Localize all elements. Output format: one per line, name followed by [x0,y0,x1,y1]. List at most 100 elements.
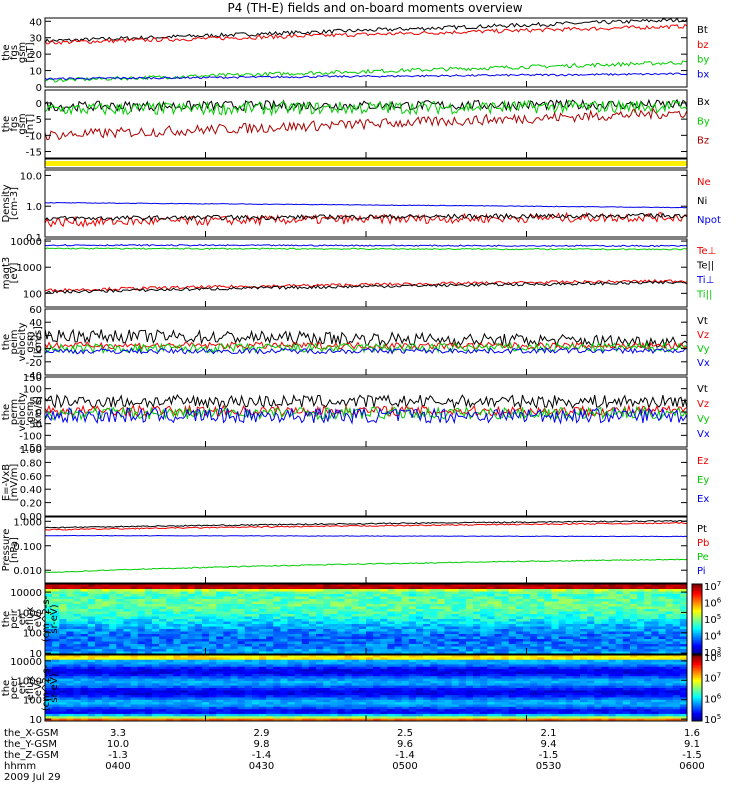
heatmap-cell [59,676,67,680]
heatmap-cell [444,589,453,592]
heatmap-cell [444,678,453,682]
heatmap-cell [601,621,610,625]
heatmap-cell [587,704,595,708]
heatmap-cell [152,621,160,625]
heatmap-cell [109,584,117,587]
heatmap-cell [337,604,346,607]
heatmap-cell [244,591,253,595]
heatmap-cell [658,606,667,610]
heatmap-cell [501,685,510,689]
heatmap-cell [572,699,581,703]
heatmap-cell [444,611,453,615]
heatmap-cell [601,624,610,627]
heatmap-cell [137,646,146,650]
heatmap-cell [415,639,424,642]
heatmap-cell [109,601,117,605]
heatmap-cell [244,676,253,680]
heatmap-cell [80,711,89,715]
heatmap-cell [637,646,645,650]
heatmap-cell [351,611,360,615]
heatmap-cell [59,697,67,701]
heatmap-cell [351,671,360,675]
heatmap-cell [380,673,388,677]
heatmap-cell [615,683,624,687]
heatmap-cell [473,601,481,605]
heatmap-cell [294,606,303,610]
heatmap-cell [251,655,260,658]
heatmap-cell [344,609,353,612]
heatmap-cell [87,641,96,645]
heatmap-cell [159,655,167,658]
heatmap-cell [351,662,360,665]
heatmap-cell [387,671,396,675]
heatmap-cell [330,655,338,658]
heatmap-cell [223,629,231,632]
heatmap-cell [458,666,467,670]
heatmap-cell [152,626,160,630]
heatmap-cell [109,676,117,680]
heatmap-cell [487,631,495,635]
heatmap-cell [608,621,617,625]
heatmap-cell [473,699,481,703]
heatmap-cell [223,621,231,625]
heatmap-cell [679,611,688,615]
heatmap-cell [679,704,688,708]
y-tick-label: 40 [29,17,42,28]
heatmap-cell [351,591,360,595]
heatmap-cell [259,611,267,615]
heatmap-cell [644,671,652,675]
heatmap-cell [565,669,574,672]
heatmap-cell [216,601,224,605]
heatmap-cell [629,604,638,607]
heatmap-cell [394,601,403,605]
heatmap-cell [608,624,617,627]
heatmap-cell [273,702,281,705]
heatmap-cell [665,699,674,703]
heatmap-cell [344,604,353,607]
heatmap-cell [80,662,89,665]
heatmap-cell [173,664,182,668]
heatmap-cell [80,606,89,610]
heatmap-cell [415,634,424,637]
heatmap-cell [665,676,674,680]
heatmap-cell [594,676,602,680]
heatmap-cell [515,614,524,617]
y-tick-label: -10 [26,131,42,142]
heatmap-cell [380,690,388,694]
heatmap-cell [487,697,495,701]
heatmap-cell [130,646,139,650]
heatmap-cell [380,601,388,605]
heatmap-cell [80,629,89,632]
heatmap-cell [423,699,431,703]
heatmap-cell [266,584,274,587]
heatmap-cell [308,673,317,677]
heatmap-cell [508,699,517,703]
heatmap-cell [558,690,567,694]
heatmap-cell [109,646,117,650]
heatmap-cell [451,584,460,587]
heatmap-cell [558,594,567,597]
heatmap-cell [52,695,60,698]
heatmap-cell [152,601,160,605]
heatmap-cell [530,584,538,587]
heatmap-cell [52,599,60,602]
heatmap-cell [94,649,103,652]
heatmap-cell [658,636,667,640]
heatmap-cell [494,655,503,658]
heatmap-cell [273,697,281,701]
heatmap-cell [209,666,217,670]
heatmap-cell [622,614,631,617]
heatmap-cell [259,641,267,645]
heatmap-cell [59,591,67,595]
heatmap-cell [508,619,517,622]
heatmap-cell [166,657,174,661]
heatmap-cell [223,611,231,615]
heatmap-cell [394,591,403,595]
heatmap-cell [152,644,160,647]
heatmap-cell [159,669,167,672]
heatmap-cell [166,599,174,602]
heatmap-cell [587,671,595,675]
legend-label: Vt [697,384,708,395]
heatmap-cell [130,690,139,694]
series-line-fgs_mag [44,60,688,83]
